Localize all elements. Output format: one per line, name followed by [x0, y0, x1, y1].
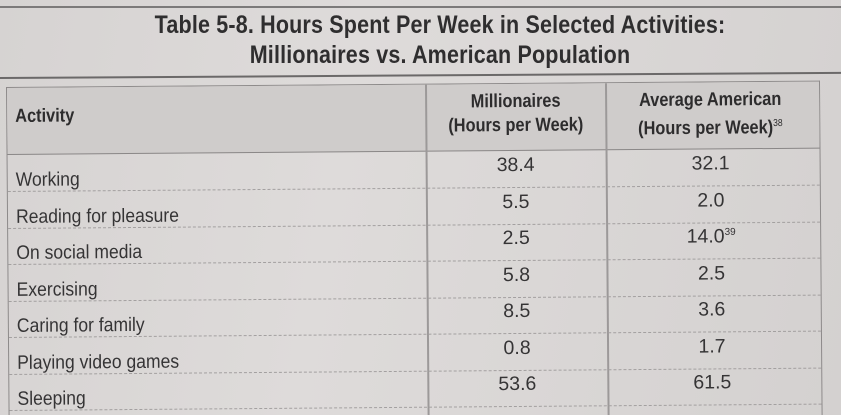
activity-table: Activity Millionaires (Hours per Week) A… [6, 80, 823, 415]
row-average-cell: 61.5 [607, 371, 817, 396]
row-average-value: 2.5 [697, 261, 726, 285]
row-average-cell: 1.7 [607, 334, 817, 359]
caption-line-1: Table 5-8. Hours Spent Per Week in Selec… [154, 11, 726, 39]
row-average-cell: 14.039 [606, 225, 816, 250]
header-millionaires: Millionaires (Hours per Week) [425, 89, 605, 138]
row-activity-label: Sleeping [17, 387, 86, 410]
header-millionaires-line-1: Millionaires [470, 90, 561, 113]
header-millionaires-line-2: (Hours per Week) [447, 114, 583, 137]
header-activity: Activity [15, 105, 75, 127]
row-millionaires-value: 5.8 [502, 263, 531, 286]
row-activity-label: Reading for pleasure [15, 204, 180, 228]
table-header-row: Activity Millionaires (Hours per Week) A… [7, 81, 820, 155]
row-average-cell: 32.1 [606, 152, 816, 177]
row-average-cell: 2.5 [606, 261, 816, 286]
table-row: Sleeping 53.6 61.5 [9, 367, 822, 411]
row-activity-label: Working [15, 168, 80, 191]
header-average-line-2: (Hours per Week)38 [638, 112, 783, 141]
row-average-footnote: 39 [724, 226, 736, 238]
row-activity-label: Caring for family [16, 313, 145, 337]
header-average-line-2-text: (Hours per Week) [637, 117, 774, 140]
row-average-value: 61.5 [693, 371, 732, 394]
header-average-american: Average American (Hours per Week)38 [605, 88, 815, 142]
row-activity-label: On social media [16, 240, 143, 264]
row-millionaires-value: 38.4 [496, 153, 535, 177]
row-millionaires-value: 5.5 [502, 190, 530, 213]
row-average-value: 14.0 [686, 225, 725, 248]
row-millionaires-value: 53.6 [498, 372, 537, 396]
row-millionaires-value: 2.5 [502, 226, 530, 250]
row-average-value: 1.7 [698, 334, 726, 358]
top-rule [0, 6, 841, 8]
row-activity-label: Exercising [16, 277, 98, 301]
caption-rule [0, 71, 841, 79]
row-millionaires-value: 8.5 [503, 299, 531, 323]
row-average-value: 32.1 [691, 152, 730, 175]
caption-line-2: Millionaires vs. American Population [249, 41, 631, 69]
row-average-value: 3.6 [698, 298, 726, 321]
table-caption: Table 5-8. Hours Spent Per Week in Selec… [130, 10, 749, 70]
header-average-line-1: Average American [638, 88, 782, 112]
row-millionaires-value: 0.8 [503, 336, 531, 359]
row-activity-label: Playing video games [17, 350, 180, 374]
row-average-cell: 3.6 [607, 298, 817, 323]
header-average-footnote: 38 [772, 117, 783, 129]
row-average-cell: 2.0 [606, 188, 816, 213]
row-average-value: 2.0 [697, 188, 725, 212]
